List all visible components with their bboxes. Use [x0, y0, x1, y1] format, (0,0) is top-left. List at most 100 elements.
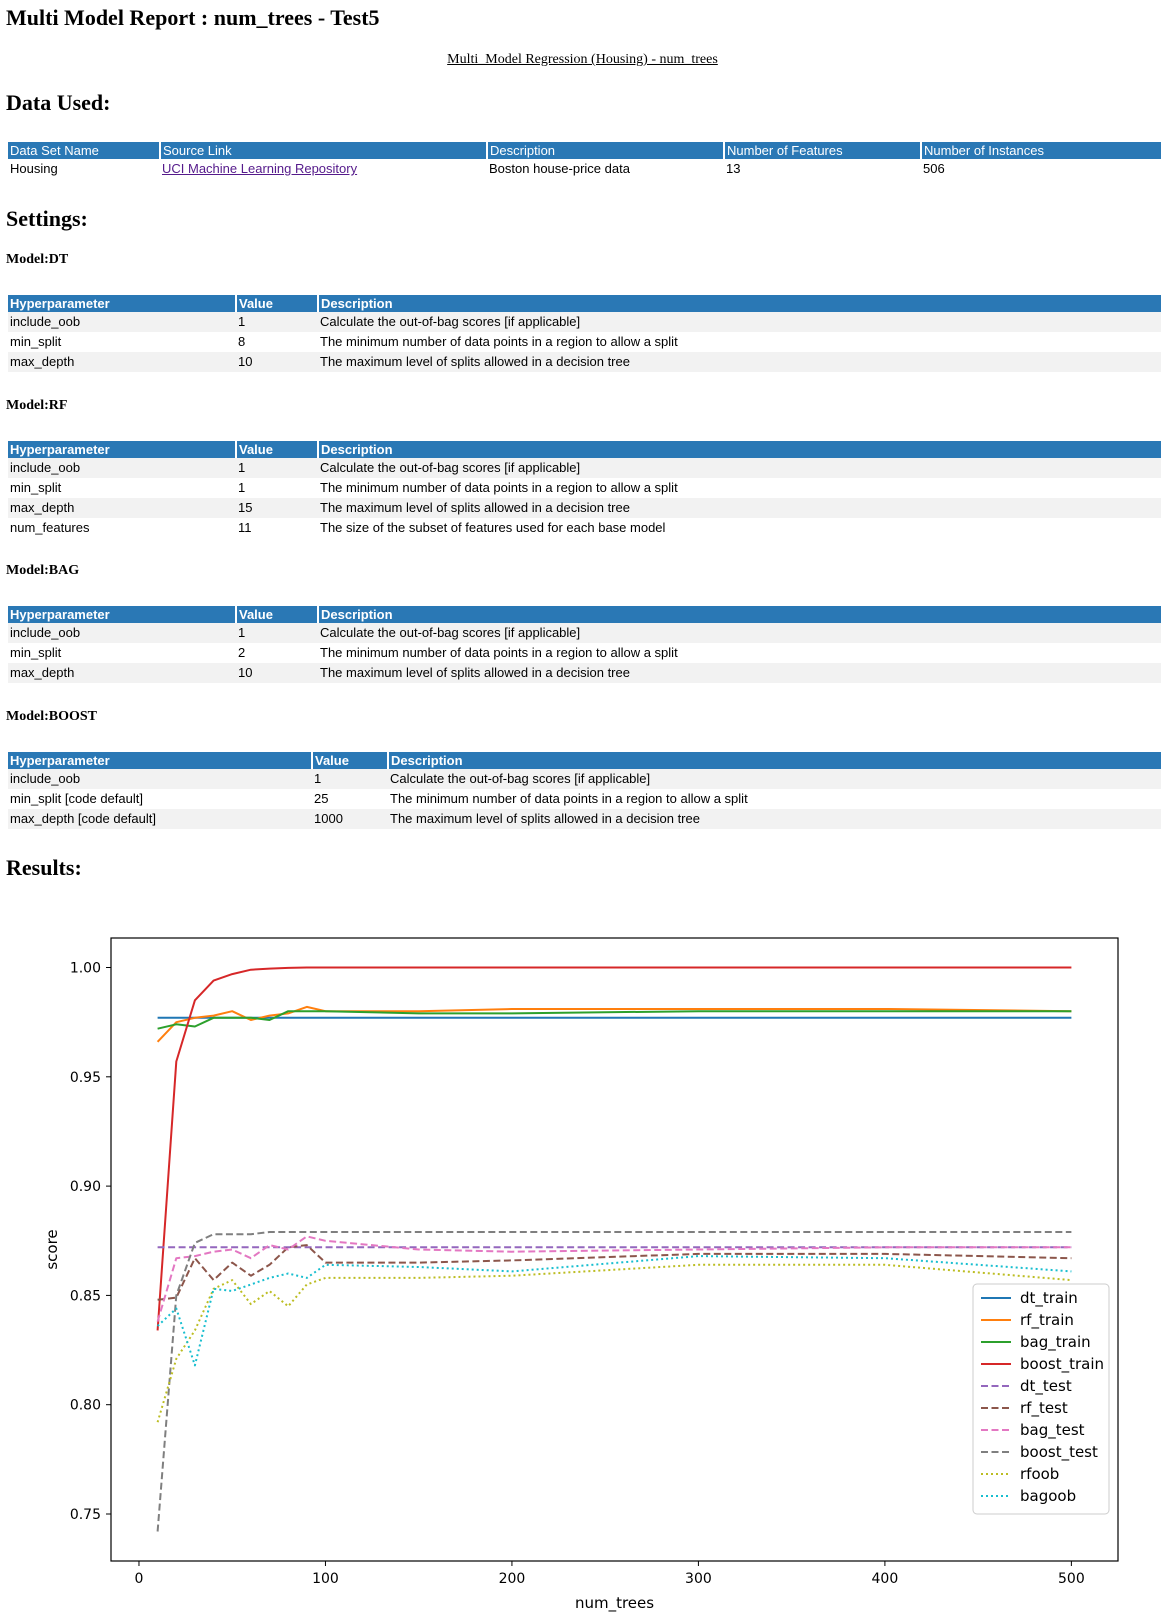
param-name: min_split	[10, 334, 62, 349]
param-value: 10	[236, 352, 318, 372]
data-used-heading: Data Used:	[6, 90, 111, 115]
param-value: 8	[238, 334, 246, 349]
series-line-bagoob	[156, 1255, 1072, 1367]
table-row: include_oob 1 Calculate the out-of-bag sco…	[8, 458, 1161, 478]
y-tick-label: 0.85	[70, 1288, 101, 1304]
param-description: The maximum level of splits allowed in a…	[318, 352, 1161, 372]
model-rf-title: Model:RF	[6, 398, 68, 413]
x-axis-label: num_trees	[575, 1594, 654, 1613]
header-hyperparameter: Hyperparameter	[8, 752, 313, 769]
param-name: num_features	[10, 520, 90, 535]
header-value: Value	[236, 295, 319, 312]
param-description: The maximum level of splits allowed in a…	[388, 809, 1161, 829]
model-boost-title: Model:BOOST	[6, 709, 98, 724]
header-value: Value	[236, 441, 319, 458]
x-tick-label: 200	[499, 1571, 526, 1587]
y-tick-label: 1.00	[70, 961, 101, 977]
y-tick-label: 0.75	[70, 1507, 101, 1523]
data-set-name: Housing	[10, 161, 58, 176]
param-description: Calculate the out-of-bag scores [if appl…	[318, 312, 1161, 332]
param-description: The maximum level of splits allowed in a…	[318, 498, 1161, 518]
param-description: The size of the subset of features used …	[320, 520, 666, 535]
series-line-rf-train	[156, 1005, 1072, 1043]
param-description: The minimum number of data points in a r…	[320, 480, 678, 495]
legend-label-bagoob: bagoob	[1020, 1487, 1076, 1505]
param-name: min_split [code default]	[10, 791, 143, 806]
model-boost-table: Hyperparameter Value Description include…	[8, 752, 1161, 829]
param-value: 1	[236, 312, 318, 332]
legend-label-boost-train: boost_train	[1020, 1355, 1104, 1374]
table-row: max_depth 10 The maximum level of splits a…	[8, 663, 1161, 683]
x-tick-label: 500	[1058, 1571, 1085, 1587]
param-name: include_oob	[8, 769, 312, 789]
legend-label-rf-test: rf_test	[1020, 1399, 1068, 1418]
series-line-boost-train	[156, 966, 1072, 1331]
param-description: The maximum level of splits allowed in a…	[318, 663, 1161, 683]
model-bag-title: Model:BAG	[6, 563, 80, 578]
header-description: Description	[318, 441, 1161, 458]
x-tick-label: 100	[312, 1571, 339, 1587]
param-name: include_oob	[8, 312, 236, 332]
y-axis-label: score	[43, 1229, 61, 1269]
results-chart: 0 100 200 300 400 500 0.75 0.80 0.85 0.90 0.95 1.00…	[43, 937, 1119, 1613]
legend-label-rf-train: rf_train	[1020, 1311, 1074, 1330]
table-row: min_split 8 The minimum number of data poi…	[8, 332, 1161, 352]
table-row: num_features 11 The size of the subset of …	[8, 518, 1161, 538]
legend-label-rfoob: rfoob	[1020, 1465, 1059, 1483]
legend-label-dt-train: dt_train	[1020, 1289, 1078, 1308]
header-hyperparameter: Hyperparameter	[8, 295, 237, 312]
param-name: min_split	[10, 480, 62, 495]
header-description: Description	[388, 752, 1161, 769]
table-header-row: Hyperparameter Value Description	[8, 606, 1161, 623]
table-row: include_oob 1 Calculate the out-of-bag sco…	[8, 623, 1161, 643]
header-source-link: Source Link	[160, 142, 488, 159]
report-subtitle: Multi_Model Regression (Housing) - num_t…	[447, 52, 718, 67]
table-row: include_oob 1 Calculate the out-of-bag sco…	[8, 769, 1161, 789]
param-value: 11	[238, 520, 252, 535]
param-description: The minimum number of data points in a r…	[320, 334, 678, 349]
header-hyperparameter: Hyperparameter	[8, 441, 237, 458]
param-name: max_depth	[8, 498, 236, 518]
header-number-of-instances: Number of Instances	[921, 142, 1161, 159]
series-line-bag-train	[157, 1010, 1072, 1030]
table-row: max_depth 10 The maximum level of splits a…	[8, 352, 1161, 372]
param-value: 1	[238, 480, 246, 495]
x-tick-label: 0	[135, 1571, 144, 1587]
param-description: Calculate the out-of-bag scores [if appl…	[318, 623, 1161, 643]
param-name: max_depth	[8, 663, 236, 683]
header-value: Value	[312, 752, 389, 769]
data-table: Data Set Name Source Link Description Nu…	[8, 142, 1161, 179]
table-header-row: Hyperparameter Value Description	[8, 295, 1161, 312]
source-link[interactable]: UCI Machine Learning Repository	[162, 161, 358, 176]
x-tick-label: 300	[685, 1571, 712, 1587]
number-of-features: 13	[726, 161, 741, 176]
table-header-row: Hyperparameter Value Description	[8, 441, 1161, 458]
series-line-rf-test	[157, 1244, 1072, 1301]
param-name: include_oob	[8, 623, 236, 643]
table-row: include_oob 1 Calculate the out-of-bag sco…	[8, 312, 1161, 332]
legend-label-bag-train: bag_train	[1020, 1333, 1091, 1352]
table-header-row: Hyperparameter Value Description	[8, 752, 1161, 769]
model-dt-title: Model:DT	[6, 252, 69, 267]
model-bag-table: Hyperparameter Value Description include…	[8, 606, 1161, 683]
page-title: Multi Model Report : num_trees - Test5	[6, 5, 380, 30]
data-table-row: Housing UCI Machine Learning Repository …	[8, 159, 1161, 179]
param-description: The minimum number of data points in a r…	[320, 645, 678, 660]
x-tick-label: 400	[872, 1571, 899, 1587]
series-line-bag-test	[156, 1235, 1072, 1322]
param-description: The minimum number of data points in a r…	[390, 791, 748, 806]
param-value: 15	[236, 498, 318, 518]
header-description: Description	[487, 142, 725, 159]
plot-frame	[110, 937, 1119, 1562]
table-row: max_depth 15 The maximum level of splits a…	[8, 498, 1161, 518]
header-value: Value	[236, 606, 319, 623]
data-description: Boston house-price data	[489, 161, 630, 176]
header-hyperparameter: Hyperparameter	[8, 606, 237, 623]
param-name: min_split	[10, 645, 62, 660]
param-value: 1	[312, 769, 388, 789]
y-tick-label: 0.95	[70, 1070, 101, 1086]
model-rf-table: Hyperparameter Value Description include…	[8, 441, 1161, 538]
param-description: Calculate the out-of-bag scores [if appl…	[318, 458, 1161, 478]
number-of-instances: 506	[923, 161, 945, 176]
param-name: max_depth [code default]	[8, 809, 312, 829]
